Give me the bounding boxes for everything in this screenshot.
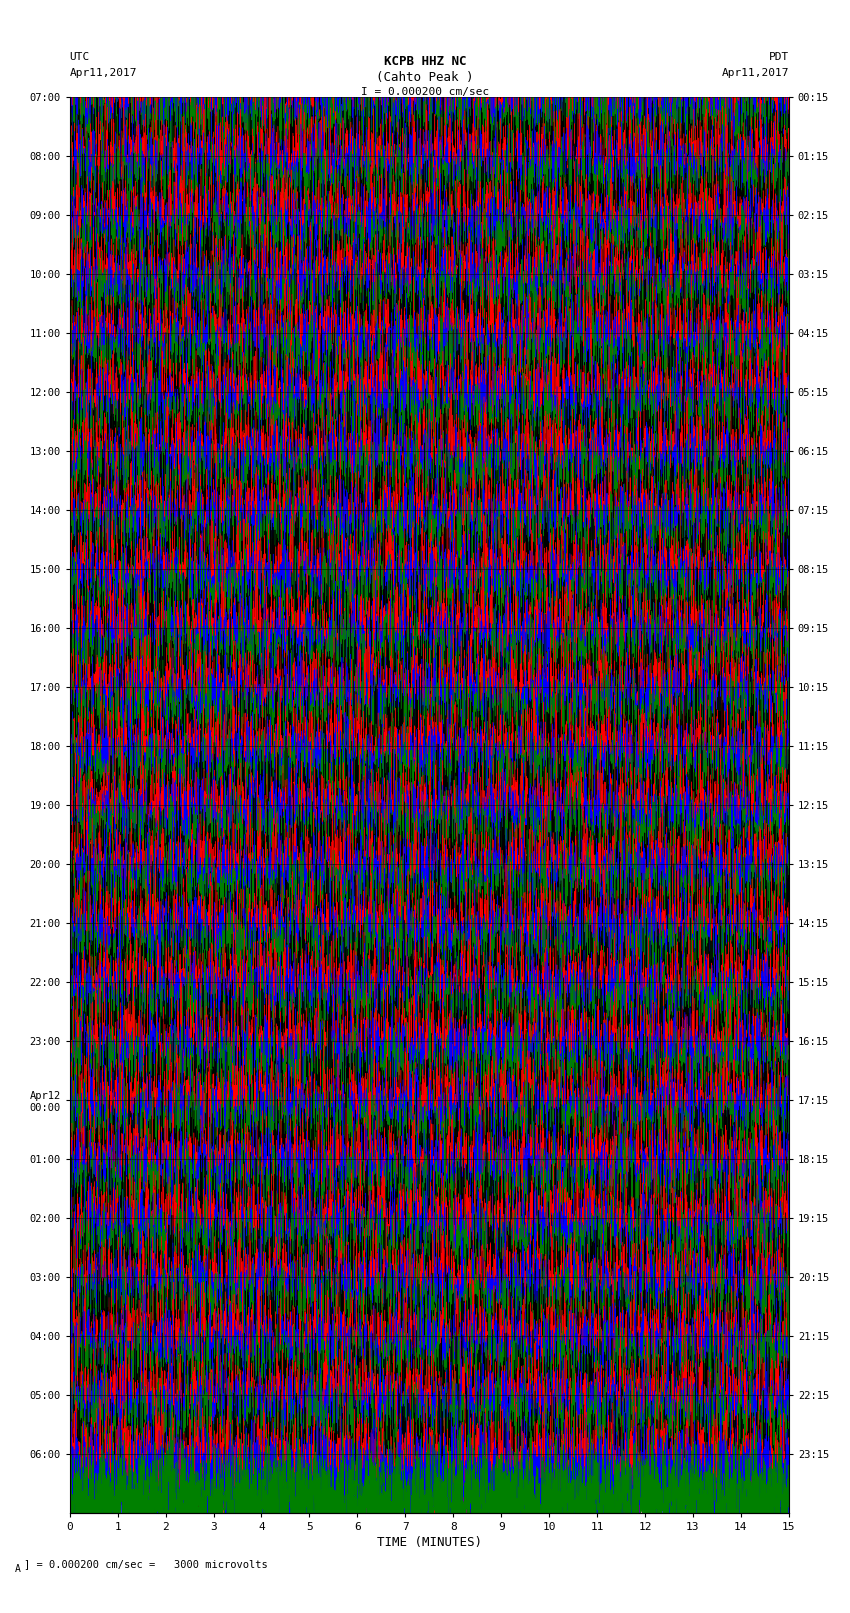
Text: KCPB HHZ NC: KCPB HHZ NC (383, 55, 467, 68)
Text: (Cahto Peak ): (Cahto Peak ) (377, 71, 473, 84)
Text: Apr11,2017: Apr11,2017 (70, 68, 137, 77)
Text: UTC: UTC (70, 52, 90, 61)
Text: A: A (15, 1565, 21, 1574)
Text: I = 0.000200 cm/sec: I = 0.000200 cm/sec (361, 87, 489, 97)
X-axis label: TIME (MINUTES): TIME (MINUTES) (377, 1536, 482, 1548)
Text: ] = 0.000200 cm/sec =   3000 microvolts: ] = 0.000200 cm/sec = 3000 microvolts (24, 1560, 268, 1569)
Text: Apr11,2017: Apr11,2017 (722, 68, 789, 77)
Text: PDT: PDT (768, 52, 789, 61)
